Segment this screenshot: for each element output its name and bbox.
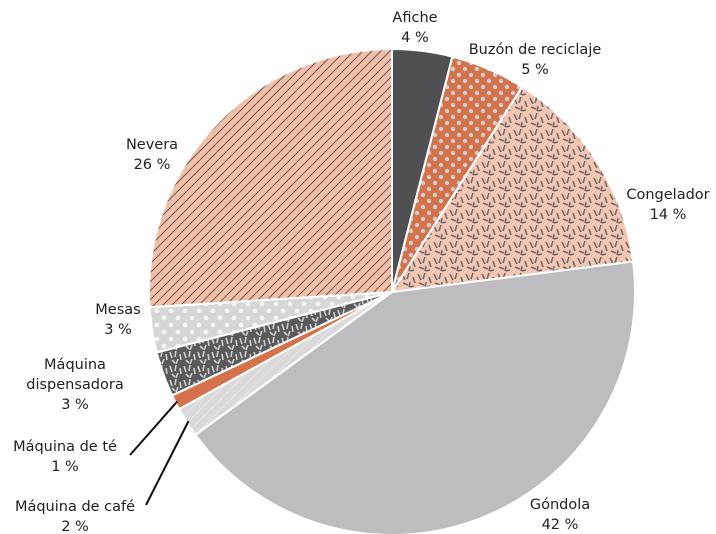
leader-line [129, 400, 179, 456]
category-name: Nevera [125, 137, 179, 153]
category-name: Máquina de té [13, 439, 117, 455]
category-name: Buzón de reciclaje [468, 42, 602, 58]
slice-label: Góndola 42 % [530, 495, 590, 534]
value-label: 3 % [61, 397, 89, 413]
slice-label: Máquina dispensadora 3 % [15, 355, 135, 415]
value-label: 2 % [61, 519, 89, 534]
value-label: 1 % [51, 459, 79, 475]
value-label: 14 % [649, 207, 687, 223]
slice-label: Buzón de reciclaje 5 % [469, 40, 602, 80]
slice-label: Máquina de café 2 % [15, 497, 135, 534]
category-name: Máquina de café [14, 499, 136, 515]
category-name: Congelador [626, 187, 710, 203]
slice-label: Congelador 14 % [626, 185, 709, 225]
category-name: Mesas [95, 302, 141, 318]
slice-label: Mesas 3 % [95, 300, 140, 340]
slice-pattern [148, 47, 393, 309]
value-label: 3 % [104, 322, 132, 338]
value-label: 5 % [521, 62, 549, 78]
category-name: Góndola [529, 497, 591, 513]
pie-slice [194, 260, 636, 534]
value-label: 4 % [401, 30, 429, 46]
leader-line [145, 420, 190, 506]
slice-label: Afiche 4 % [392, 8, 437, 48]
slice-label: Máquina de té 1 % [13, 437, 117, 477]
slice-pattern [390, 85, 635, 294]
category-name: Máquina dispensadora [26, 357, 124, 393]
slice-label: Nevera 26 % [126, 135, 178, 175]
category-name: Afiche [392, 10, 438, 26]
value-label: 26 % [133, 157, 171, 173]
value-label: 42 % [541, 517, 579, 533]
